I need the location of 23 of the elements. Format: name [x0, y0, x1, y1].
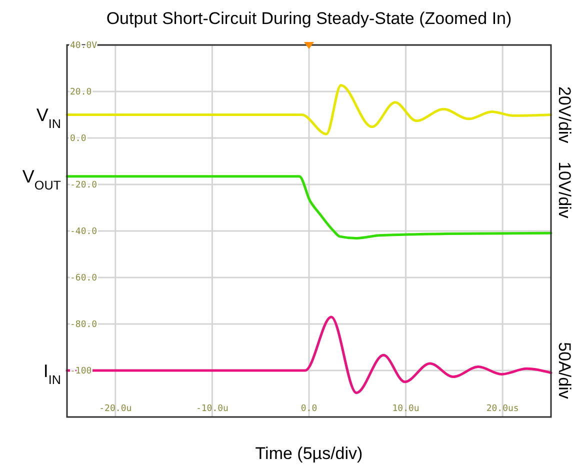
y-tick-label: -60.0 — [70, 274, 98, 284]
y-tick-label: -80.0 — [70, 320, 98, 330]
y-tick-label: -100 — [70, 366, 92, 377]
text: 10V/div — [555, 162, 574, 219]
x-axis-title: Time (5µs/div) — [255, 444, 363, 463]
text: 20V/div — [555, 86, 574, 144]
series-label: V$_{OUT}$ — [22, 166, 62, 193]
x-tick-label: -10.0u — [196, 404, 228, 414]
y-tick-label: -40.0 — [70, 227, 98, 238]
text: 50A/div — [555, 342, 574, 400]
x-tick-label: -20.0u — [99, 404, 132, 414]
x-tick-label: 20.0us — [486, 404, 519, 414]
y-tick-label: -20.0 — [70, 180, 98, 191]
x-tick-label: 0.0 — [300, 404, 318, 414]
chart-title: Output Short-Circuit During Steady-State (Zoomed In) — [106, 9, 512, 28]
series-label: I$_{IN}$ — [43, 360, 61, 387]
y-tick-label: 20.0 — [70, 88, 92, 98]
line-series — [66, 316, 552, 394]
line-series — [66, 175, 552, 240]
line-series — [66, 84, 552, 136]
y-tick-label: 0.0 — [70, 134, 86, 144]
series-label: V$_{IN}$ — [36, 105, 61, 132]
x-tick-label: 10.0u — [392, 404, 420, 414]
